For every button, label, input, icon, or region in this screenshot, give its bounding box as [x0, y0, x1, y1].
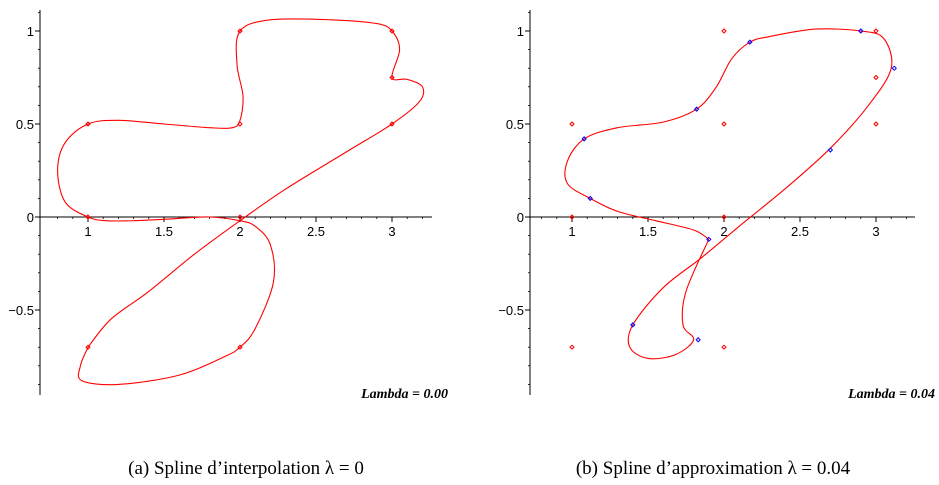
x-tick-label: 2.5	[791, 224, 809, 239]
y-tick-label: 1	[517, 24, 524, 39]
x-tick-label: 2	[720, 224, 727, 239]
control-point	[721, 344, 727, 350]
spline-curve	[57, 18, 425, 386]
panel-b: Lambda = 0.04 (b) Spline d’approximation…	[498, 10, 935, 479]
control-point	[389, 121, 395, 127]
caption-b: (b) Spline d’approximation λ = 0.04	[576, 458, 851, 479]
y-tick-label: 0	[27, 210, 34, 225]
spline-curve	[564, 28, 893, 360]
fitted-point	[747, 39, 753, 45]
fitted-point	[693, 106, 700, 112]
control-point	[721, 214, 727, 220]
control-point	[389, 28, 395, 34]
fitted-point	[587, 195, 593, 202]
control-point	[873, 74, 879, 81]
fitted-point	[891, 65, 897, 71]
control-point	[721, 28, 727, 34]
control-point	[237, 28, 243, 34]
y-tick-label: 0	[517, 210, 524, 225]
fitted-point	[827, 147, 834, 153]
fitted-point	[706, 236, 712, 243]
x-tick-label: 3	[872, 224, 879, 239]
control-point	[237, 344, 243, 350]
y-tick-label: 1	[27, 24, 34, 39]
fitted-point	[695, 337, 701, 343]
x-tick-label: 1	[568, 224, 575, 239]
panel-a: Lambda = 0.00 (a) Spline d’interpolation…	[8, 10, 448, 479]
fitted-point	[630, 322, 636, 328]
control-point	[85, 214, 91, 220]
control-point	[569, 214, 575, 220]
x-tick-label: 2	[236, 224, 243, 239]
lambda-annotation-b: Lambda = 0.04	[847, 387, 935, 402]
control-point	[237, 121, 243, 127]
control-point	[85, 121, 91, 127]
control-point	[389, 74, 395, 81]
control-point	[85, 344, 91, 350]
x-tick-label: 3	[388, 224, 395, 239]
y-tick-label: −0.5	[498, 303, 524, 318]
control-point	[569, 121, 575, 127]
fitted-point	[581, 136, 587, 142]
y-tick-label: −0.5	[8, 303, 34, 318]
x-tick-label: 1.5	[639, 224, 657, 239]
lambda-annotation-a: Lambda = 0.00	[360, 387, 448, 402]
x-tick-label: 1.5	[155, 224, 173, 239]
control-point	[873, 28, 879, 34]
caption-a: (a) Spline d’interpolation λ = 0	[128, 458, 364, 479]
fitted-point	[858, 28, 864, 34]
control-point	[721, 121, 727, 127]
x-tick-label: 1	[84, 224, 91, 239]
control-point	[237, 214, 243, 220]
x-tick-label: 2.5	[307, 224, 325, 239]
control-point	[569, 344, 575, 350]
y-tick-label: 0.5	[506, 117, 524, 132]
y-tick-label: 0.5	[16, 117, 34, 132]
control-point	[873, 121, 879, 127]
